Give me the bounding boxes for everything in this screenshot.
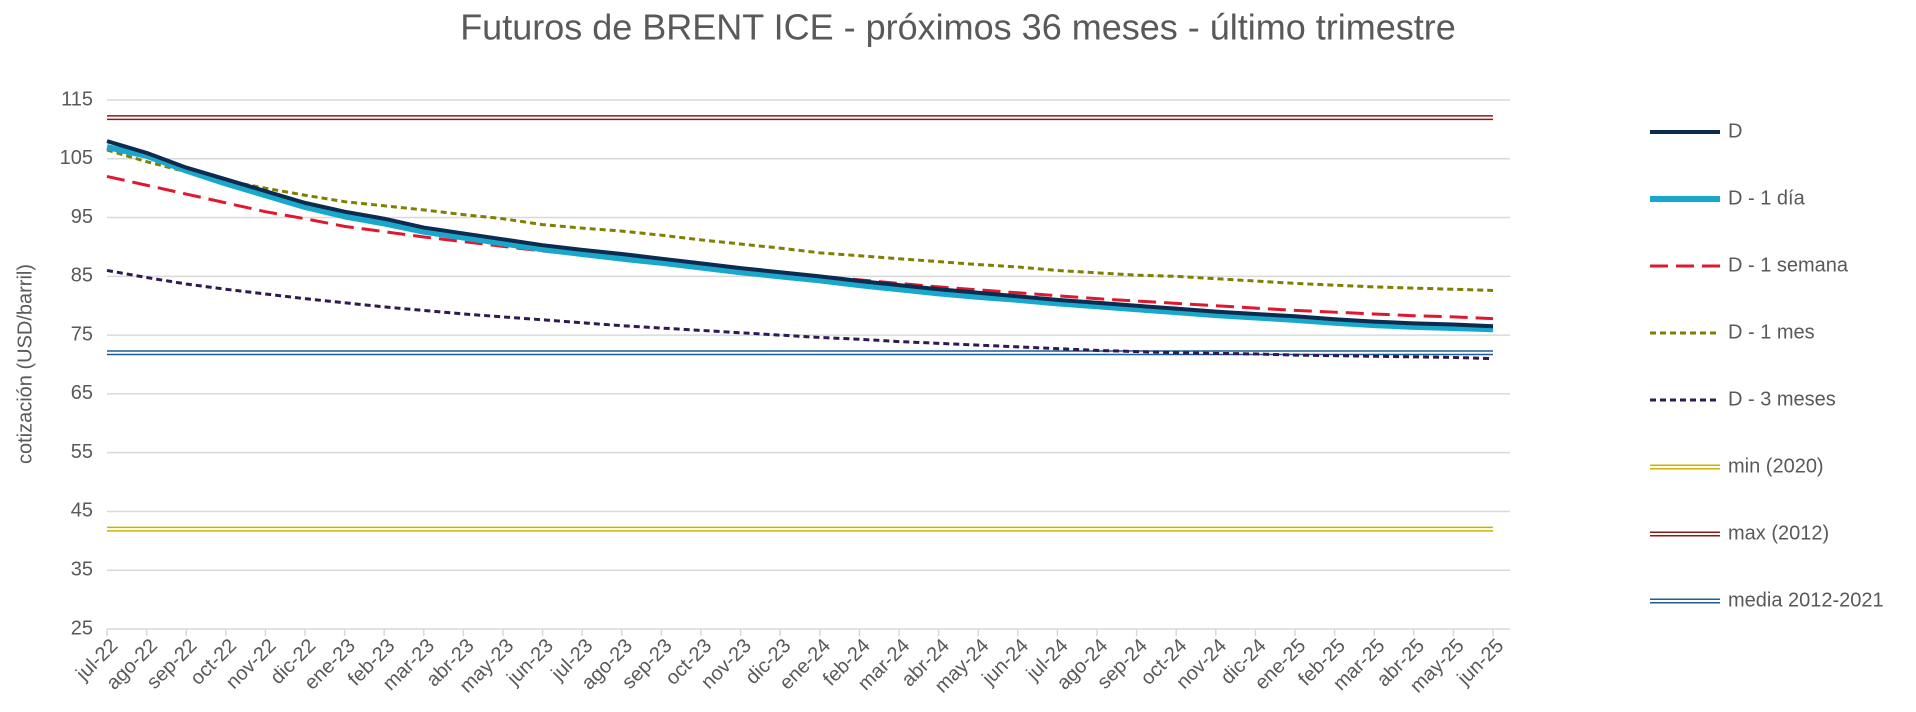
series-line — [106, 139, 1494, 329]
legend-label: min (2020) — [1728, 455, 1824, 477]
y-tick-label: 25 — [71, 617, 93, 639]
y-tick-label: 85 — [71, 265, 93, 287]
legend-label: D - 1 mes — [1728, 321, 1815, 343]
legend-label: max (2012) — [1728, 522, 1829, 544]
legend-label: media 2012-2021 — [1728, 589, 1884, 611]
legend-label: D - 3 meses — [1728, 388, 1836, 410]
legend-label: D - 1 semana — [1728, 254, 1849, 276]
series-line — [106, 174, 1494, 321]
chart-title: Futuros de BRENT ICE - próximos 36 meses… — [460, 7, 1456, 48]
y-tick-label: 45 — [71, 500, 93, 522]
series-line — [106, 268, 1494, 361]
y-tick-label: 65 — [71, 382, 93, 404]
y-tick-label: 75 — [71, 323, 93, 345]
y-tick-label: 105 — [60, 147, 93, 169]
series-line — [106, 144, 1494, 333]
y-tick-label: 35 — [71, 559, 93, 581]
series-line — [106, 148, 1494, 292]
legend-label: D — [1728, 120, 1742, 142]
y-tick-label: 115 — [61, 88, 93, 110]
legend-label: D - 1 día — [1728, 187, 1806, 209]
y-tick-label: 55 — [71, 441, 93, 463]
y-tick-label: 95 — [71, 206, 93, 228]
y-axis-label: cotización (USD/barril) — [14, 264, 36, 464]
